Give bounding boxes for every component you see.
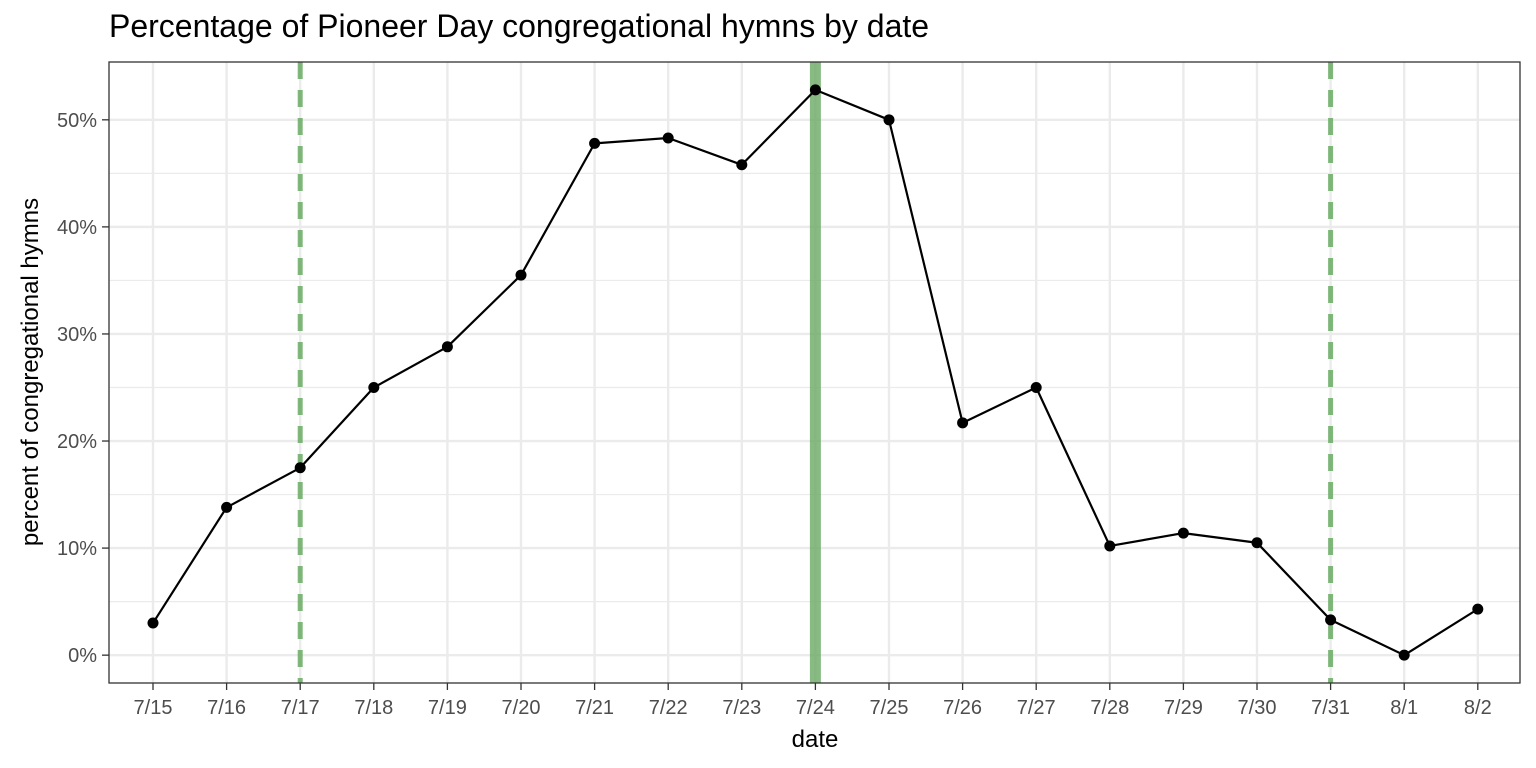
- x-tick-label: 7/18: [354, 697, 393, 719]
- x-tick-label: 8/1: [1390, 697, 1418, 719]
- panel-border: [108, 61, 1521, 684]
- x-tick-label: 7/23: [722, 697, 761, 719]
- data-point: [883, 114, 895, 126]
- data-point: [1177, 527, 1189, 539]
- data-point: [1472, 603, 1484, 615]
- x-tick-label: 7/17: [281, 697, 320, 719]
- y-axis: 0% 10% 20% 30% 40% 50%: [57, 110, 109, 667]
- y-tick-label: 20%: [57, 431, 97, 453]
- data-point: [589, 137, 601, 149]
- data-point: [1104, 540, 1116, 552]
- data-point: [147, 617, 159, 629]
- x-tick-label: 7/20: [502, 697, 541, 719]
- x-tick-label: 7/21: [575, 697, 614, 719]
- x-tick-label: 7/27: [1017, 697, 1056, 719]
- y-tick-label: 50%: [57, 110, 97, 132]
- data-series: [147, 84, 1484, 661]
- x-axis: 7/15 7/16 7/17 7/18 7/19 7/20 7/21 7/22 7/23 7/24…: [134, 683, 1492, 719]
- x-tick-label: 7/26: [943, 697, 982, 719]
- x-tick-label: 8/2: [1464, 697, 1492, 719]
- data-point: [368, 381, 380, 393]
- y-tick-label: 0%: [68, 645, 97, 667]
- x-tick-label: 7/16: [207, 697, 246, 719]
- x-tick-label: 7/28: [1090, 697, 1129, 719]
- data-point: [221, 501, 233, 513]
- x-axis-title: date: [792, 726, 839, 753]
- data-point: [809, 84, 821, 96]
- data-point: [1251, 537, 1263, 549]
- data-point: [1030, 381, 1042, 393]
- x-tick-label: 7/31: [1311, 697, 1350, 719]
- data-point: [515, 269, 527, 281]
- data-point: [1398, 649, 1410, 661]
- data-point: [1325, 614, 1337, 626]
- y-tick-label: 30%: [57, 324, 97, 346]
- x-tick-label: 7/15: [134, 697, 173, 719]
- chart-title: Percentage of Pioneer Day congregational…: [109, 8, 930, 44]
- x-tick-label: 7/24: [796, 697, 835, 719]
- data-point: [441, 341, 453, 353]
- x-tick-label: 7/30: [1238, 697, 1277, 719]
- y-tick-label: 40%: [57, 217, 97, 239]
- data-point: [662, 132, 674, 144]
- data-point: [957, 417, 969, 429]
- y-axis-title: percent of congregational hymns: [17, 198, 44, 546]
- reference-lines: [297, 62, 1334, 683]
- data-point: [736, 159, 748, 171]
- x-tick-label: 7/25: [870, 697, 909, 719]
- x-tick-label: 7/29: [1164, 697, 1203, 719]
- data-point: [294, 462, 306, 474]
- x-tick-label: 7/22: [649, 697, 688, 719]
- y-tick-label: 10%: [57, 538, 97, 560]
- x-tick-label: 7/19: [428, 697, 467, 719]
